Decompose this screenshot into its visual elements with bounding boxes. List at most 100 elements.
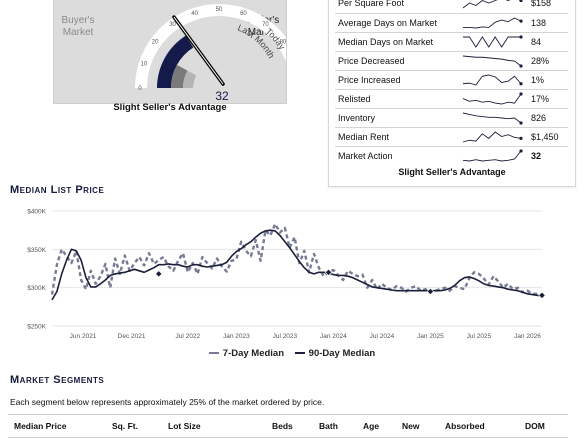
x-tick-label: Jul 2023 xyxy=(273,333,298,340)
col-bath[interactable]: Bath xyxy=(319,421,338,431)
x-tick-label: Jun 2021 xyxy=(70,333,97,340)
metric-row: Median Rent $1,450 xyxy=(335,127,568,147)
series-90-day-line xyxy=(51,229,543,301)
gauge-caption: Slight Seller's Advantage xyxy=(113,102,227,113)
y-tick-label: $300K xyxy=(27,285,46,292)
metrics-footer: Slight Seller's Advantage xyxy=(398,167,506,177)
sparkline-end-dot xyxy=(519,19,523,23)
legend-item-90-day[interactable]: 90-Day Median xyxy=(294,348,376,359)
metric-row: Average Days on Market 138 xyxy=(335,13,568,33)
legend-item-7-day[interactable]: 7-Day Median xyxy=(208,348,285,359)
metric-value: $1,450 xyxy=(531,132,559,142)
gauge-tick-label: 20 xyxy=(152,40,159,46)
sparkline-end-dot xyxy=(519,136,523,140)
gauge-tick-label: 80 xyxy=(280,40,286,46)
sparkline-end-dot xyxy=(519,92,523,96)
gauge-arc-today xyxy=(157,35,194,88)
gauge-needle-highlight xyxy=(173,16,224,85)
gauge-tick-label: 70 xyxy=(262,22,269,28)
gauge-tick-label: 40 xyxy=(191,11,198,17)
sparkline-end-dot xyxy=(519,64,523,68)
segments-table-header: Median Price Sq. Ft. Lot Size Beds Bath … xyxy=(8,414,568,438)
metric-sparkline xyxy=(462,55,523,68)
x-tick-label: Jan 2023 xyxy=(223,333,250,340)
x-tick-label: Jan 2024 xyxy=(320,333,347,340)
legend-label-7-day: 7-Day Median xyxy=(222,348,285,359)
legend-swatch-solid xyxy=(294,352,305,355)
legend-label-90-day: 90-Day Median xyxy=(308,348,376,359)
metric-sparkline xyxy=(462,74,523,86)
metric-value: 84 xyxy=(531,37,542,47)
legend-swatch-dashed xyxy=(208,352,219,355)
metric-label: Relisted xyxy=(338,94,371,104)
metric-row: Price Increased 1% xyxy=(335,70,568,90)
metric-row: Relisted 17% xyxy=(335,89,568,109)
metric-sparkline xyxy=(462,92,523,105)
sparkline-path xyxy=(462,150,522,162)
col-lot-size[interactable]: Lot Size xyxy=(168,421,201,431)
x-tick-label: Dec 2021 xyxy=(118,333,146,340)
metric-value: 1% xyxy=(531,75,545,85)
col-median-price[interactable]: Median Price xyxy=(14,421,67,431)
metric-row: Price Decreased 28% xyxy=(335,51,568,71)
gauge-arc-last-month xyxy=(171,64,188,88)
gauge-value: 32 xyxy=(215,89,229,103)
metric-row: Per Square Foot $158 xyxy=(335,0,568,13)
market-metrics-table: Per Square Foot $158 Average Days on Marke… xyxy=(328,0,576,187)
col-age[interactable]: Age xyxy=(363,421,380,431)
sparkline-path xyxy=(463,17,522,29)
metric-sparkline xyxy=(463,35,523,48)
metric-value: 28% xyxy=(531,56,550,66)
market-action-gauge: Buyer's Market Seller's Market 010203040… xyxy=(53,0,287,104)
metric-value: 138 xyxy=(531,18,547,28)
buyers-market-label: Buyer's Market xyxy=(61,15,95,38)
x-tick-label: Jan 2026 xyxy=(514,333,541,340)
gauge-tick-label: 0 xyxy=(138,86,142,92)
sparkline-end-dot xyxy=(519,35,523,39)
metric-value: 826 xyxy=(531,113,547,123)
sparkline-path xyxy=(462,112,522,124)
y-tick-label: $250K xyxy=(27,324,46,331)
series-marker xyxy=(538,291,546,299)
sparkline-path xyxy=(462,131,522,143)
gauge-tick-label: 30 xyxy=(169,22,176,28)
gauge-tick-label: 10 xyxy=(141,62,148,68)
sparkline-path xyxy=(462,55,522,67)
col-beds[interactable]: Beds xyxy=(272,421,293,431)
col-dom[interactable]: DOM xyxy=(525,421,545,431)
series-7-day-line xyxy=(50,222,543,297)
x-tick-label: Jul 2024 xyxy=(370,333,395,340)
market-segments-title: Market Segments xyxy=(10,374,105,386)
y-tick-label: $400K xyxy=(27,209,46,216)
col-absorbed[interactable]: Absorbed xyxy=(445,421,485,431)
metric-label: Per Square Foot xyxy=(338,0,405,8)
gauge-arc-inner xyxy=(183,70,197,88)
metric-sparkline xyxy=(463,17,523,29)
metric-label: Average Days on Market xyxy=(338,18,437,28)
metric-label: Median Days on Market xyxy=(338,37,434,47)
market-segments-description: Each segment below represents approximat… xyxy=(10,397,325,407)
y-tick-label: $350K xyxy=(27,247,46,254)
metric-sparkline xyxy=(462,0,523,9)
metric-sparkline xyxy=(462,131,523,143)
median-list-price-chart: $250K $300K $350K $400K Jun 2021 Dec 2021 Jul … xyxy=(27,209,546,340)
col-new[interactable]: New xyxy=(402,421,420,431)
metric-label: Market Action xyxy=(338,151,393,161)
gauge-dial: 0102030405060708090100Last MonthToday32 xyxy=(135,4,286,103)
metric-row: Median Days on Market 84 xyxy=(335,32,568,52)
metric-row: Inventory 826 xyxy=(335,108,568,128)
sparkline-end-dot xyxy=(519,149,523,153)
sparkline-path xyxy=(462,74,522,86)
metric-sparkline xyxy=(462,149,523,162)
gauge-track xyxy=(135,4,286,88)
sparkline-end-dot xyxy=(519,121,523,125)
metric-value: 17% xyxy=(531,94,550,104)
series-marker xyxy=(155,270,163,278)
sparkline-path xyxy=(463,36,521,48)
sparkline-end-dot xyxy=(519,0,523,3)
sparkline-path xyxy=(462,0,522,9)
col-sq-ft[interactable]: Sq. Ft. xyxy=(112,421,138,431)
gauge-tick-label: 50 xyxy=(216,7,223,13)
x-tick-label: Jul 2025 xyxy=(467,333,492,340)
metric-row: Market Action 32 xyxy=(335,146,568,166)
